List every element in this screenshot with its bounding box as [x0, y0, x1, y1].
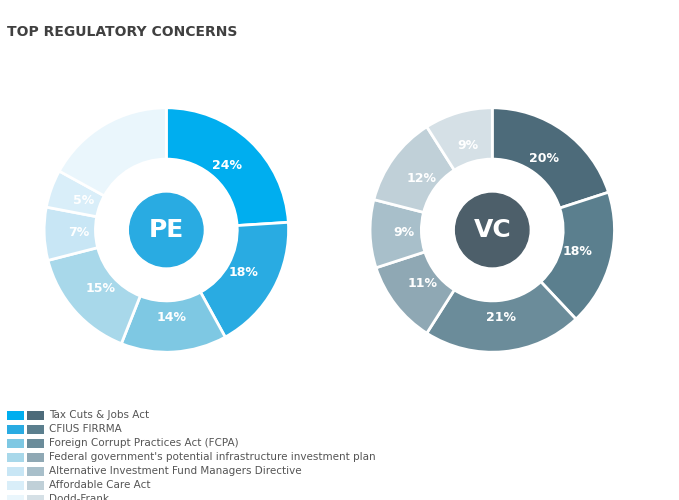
Wedge shape [370, 200, 425, 268]
Text: 18%: 18% [229, 266, 259, 279]
Text: PE: PE [149, 218, 184, 242]
Text: VC: VC [473, 218, 511, 242]
Text: 20%: 20% [529, 152, 559, 166]
Wedge shape [200, 222, 289, 337]
Wedge shape [59, 108, 166, 196]
Circle shape [96, 159, 237, 301]
Text: 15%: 15% [86, 282, 115, 294]
Text: 21%: 21% [485, 311, 515, 324]
Wedge shape [44, 207, 98, 260]
Text: TOP REGULATORY CONCERNS: TOP REGULATORY CONCERNS [7, 25, 237, 39]
Circle shape [456, 194, 529, 266]
Text: CFIUS FIRRMA: CFIUS FIRRMA [49, 424, 122, 434]
Text: Federal government's potential infrastructure investment plan: Federal government's potential infrastru… [49, 452, 375, 462]
Text: Affordable Care Act: Affordable Care Act [49, 480, 150, 490]
Text: 14%: 14% [157, 312, 187, 324]
Text: Alternative Investment Fund Managers Directive: Alternative Investment Fund Managers Dir… [49, 466, 301, 476]
Wedge shape [122, 292, 225, 352]
Text: 18%: 18% [563, 246, 593, 258]
Wedge shape [492, 108, 608, 208]
Wedge shape [540, 192, 614, 319]
Wedge shape [166, 108, 289, 226]
Text: 5%: 5% [73, 194, 94, 206]
Text: Foreign Corrupt Practices Act (FCPA): Foreign Corrupt Practices Act (FCPA) [49, 438, 238, 448]
Wedge shape [48, 248, 141, 344]
Text: 24%: 24% [212, 160, 242, 172]
Circle shape [130, 194, 203, 266]
Wedge shape [376, 252, 454, 333]
Text: 7%: 7% [68, 226, 89, 239]
Wedge shape [46, 171, 105, 216]
Wedge shape [374, 127, 454, 212]
Wedge shape [427, 282, 576, 352]
Wedge shape [427, 108, 492, 170]
Circle shape [422, 159, 563, 301]
Text: 11%: 11% [408, 278, 438, 290]
Text: 12%: 12% [406, 172, 436, 185]
Text: Dodd-Frank: Dodd-Frank [49, 494, 109, 500]
Text: Tax Cuts & Jobs Act: Tax Cuts & Jobs Act [49, 410, 149, 420]
Text: 9%: 9% [394, 226, 415, 239]
Text: 9%: 9% [457, 139, 478, 152]
